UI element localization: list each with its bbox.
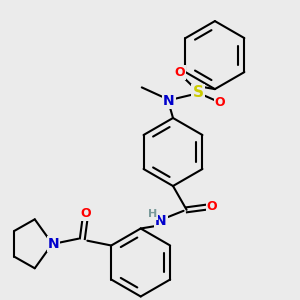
- Text: N: N: [155, 214, 167, 228]
- Text: O: O: [174, 66, 184, 79]
- Text: O: O: [215, 96, 225, 109]
- Text: S: S: [192, 85, 203, 100]
- Text: N: N: [48, 237, 59, 251]
- Text: N: N: [163, 94, 175, 108]
- Text: H: H: [148, 209, 157, 219]
- Text: O: O: [207, 200, 218, 213]
- Text: O: O: [80, 207, 91, 220]
